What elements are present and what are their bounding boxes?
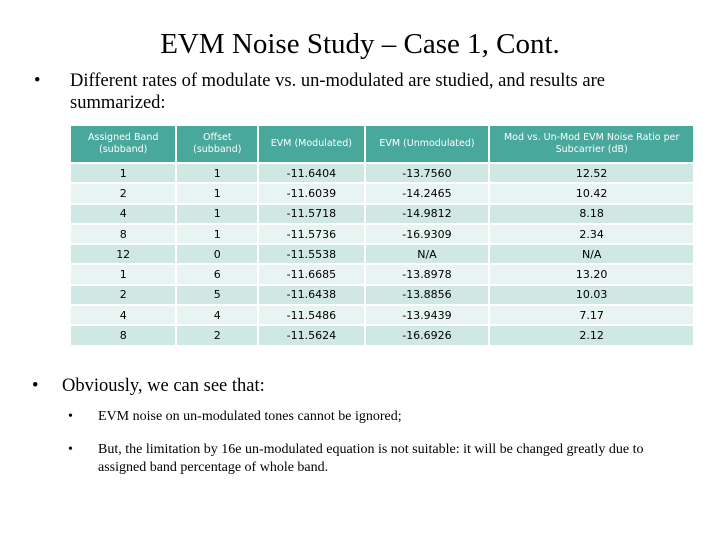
cell-evm-unmodulated: N/A <box>365 245 489 264</box>
cell-noise-ratio: 12.52 <box>490 164 693 183</box>
cell-offset: 6 <box>177 265 258 284</box>
cell-evm-unmodulated: -13.8978 <box>365 265 489 284</box>
cell-evm-unmodulated: -13.9439 <box>365 306 489 325</box>
cell-noise-ratio: 13.20 <box>490 265 693 284</box>
results-table: Assigned Band (subband) Offset (subband)… <box>69 124 695 347</box>
cell-offset: 1 <box>177 164 258 183</box>
bullet-icon: • <box>68 409 73 424</box>
table-row: 12 0 -11.5538 N/A N/A <box>71 245 693 264</box>
cell-assigned-band: 1 <box>71 164 176 183</box>
cell-noise-ratio: N/A <box>490 245 693 264</box>
table-header-row: Assigned Band (subband) Offset (subband)… <box>71 126 693 162</box>
cell-offset: 1 <box>177 224 258 244</box>
cell-assigned-band: 4 <box>71 306 176 325</box>
table-row: 1 1 -11.6404 -13.7560 12.52 <box>71 164 693 183</box>
cell-evm-modulated: -11.5718 <box>259 204 364 223</box>
intro-text: Different rates of modulate vs. un-modul… <box>70 71 605 113</box>
cell-noise-ratio: 2.12 <box>490 326 693 345</box>
cell-evm-unmodulated: -14.9812 <box>365 204 489 223</box>
cell-evm-modulated: -11.5486 <box>259 306 364 325</box>
cell-noise-ratio: 10.42 <box>490 184 693 203</box>
intro-bullet: • Different rates of modulate vs. un-mod… <box>34 70 684 114</box>
cell-noise-ratio: 8.18 <box>490 204 693 223</box>
sub-point: • EVM noise on un-modulated tones cannot… <box>68 408 688 426</box>
cell-assigned-band: 4 <box>71 204 176 223</box>
cell-noise-ratio: 10.03 <box>490 285 693 305</box>
cell-offset: 5 <box>177 285 258 305</box>
bullet-icon: • <box>34 71 41 91</box>
sub-point-text: But, the limitation by 16e un-modulated … <box>98 442 644 475</box>
cell-evm-unmodulated: -13.7560 <box>365 164 489 183</box>
table-row: 2 1 -11.6039 -14.2465 10.42 <box>71 184 693 203</box>
sub-point-text: EVM noise on un-modulated tones cannot b… <box>98 409 402 424</box>
cell-assigned-band: 2 <box>71 184 176 203</box>
sub-point: • But, the limitation by 16e un-modulate… <box>68 441 688 477</box>
bullet-icon: • <box>32 376 39 396</box>
bullet-icon: • <box>68 442 73 457</box>
cell-offset: 1 <box>177 184 258 203</box>
cell-offset: 4 <box>177 306 258 325</box>
header-offset: Offset (subband) <box>177 126 258 162</box>
cell-assigned-band: 1 <box>71 265 176 284</box>
cell-evm-modulated: -11.6685 <box>259 265 364 284</box>
header-evm-unmodulated: EVM (Unmodulated) <box>365 126 489 162</box>
cell-noise-ratio: 7.17 <box>490 306 693 325</box>
cell-evm-unmodulated: -16.6926 <box>365 326 489 345</box>
cell-offset: 2 <box>177 326 258 345</box>
cell-evm-unmodulated: -13.8856 <box>365 285 489 305</box>
table-row: 8 1 -11.5736 -16.9309 2.34 <box>71 224 693 244</box>
cell-evm-modulated: -11.5736 <box>259 224 364 244</box>
cell-assigned-band: 8 <box>71 326 176 345</box>
cell-evm-modulated: -11.6438 <box>259 285 364 305</box>
cell-evm-modulated: -11.6039 <box>259 184 364 203</box>
table-row: 4 1 -11.5718 -14.9812 8.18 <box>71 204 693 223</box>
cell-assigned-band: 8 <box>71 224 176 244</box>
table-row: 1 6 -11.6685 -13.8978 13.20 <box>71 265 693 284</box>
cell-evm-modulated: -11.6404 <box>259 164 364 183</box>
cell-evm-unmodulated: -16.9309 <box>365 224 489 244</box>
cell-offset: 1 <box>177 204 258 223</box>
slide-title: EVM Noise Study – Case 1, Cont. <box>160 28 560 60</box>
header-noise-ratio: Mod vs. Un-Mod EVM Noise Ratio per Subca… <box>490 126 693 162</box>
header-evm-modulated: EVM (Modulated) <box>259 126 364 162</box>
header-assigned-band: Assigned Band (subband) <box>71 126 176 162</box>
cell-evm-unmodulated: -14.2465 <box>365 184 489 203</box>
cell-offset: 0 <box>177 245 258 264</box>
conclusion-heading: Obviously, we can see that: <box>62 376 265 396</box>
table-row: 2 5 -11.6438 -13.8856 10.03 <box>71 285 693 305</box>
table-row: 8 2 -11.5624 -16.6926 2.12 <box>71 326 693 345</box>
table-row: 4 4 -11.5486 -13.9439 7.17 <box>71 306 693 325</box>
conclusion-bullet: • Obviously, we can see that: <box>32 375 692 397</box>
cell-evm-modulated: -11.5624 <box>259 326 364 345</box>
cell-assigned-band: 2 <box>71 285 176 305</box>
cell-assigned-band: 12 <box>71 245 176 264</box>
cell-noise-ratio: 2.34 <box>490 224 693 244</box>
cell-evm-modulated: -11.5538 <box>259 245 364 264</box>
